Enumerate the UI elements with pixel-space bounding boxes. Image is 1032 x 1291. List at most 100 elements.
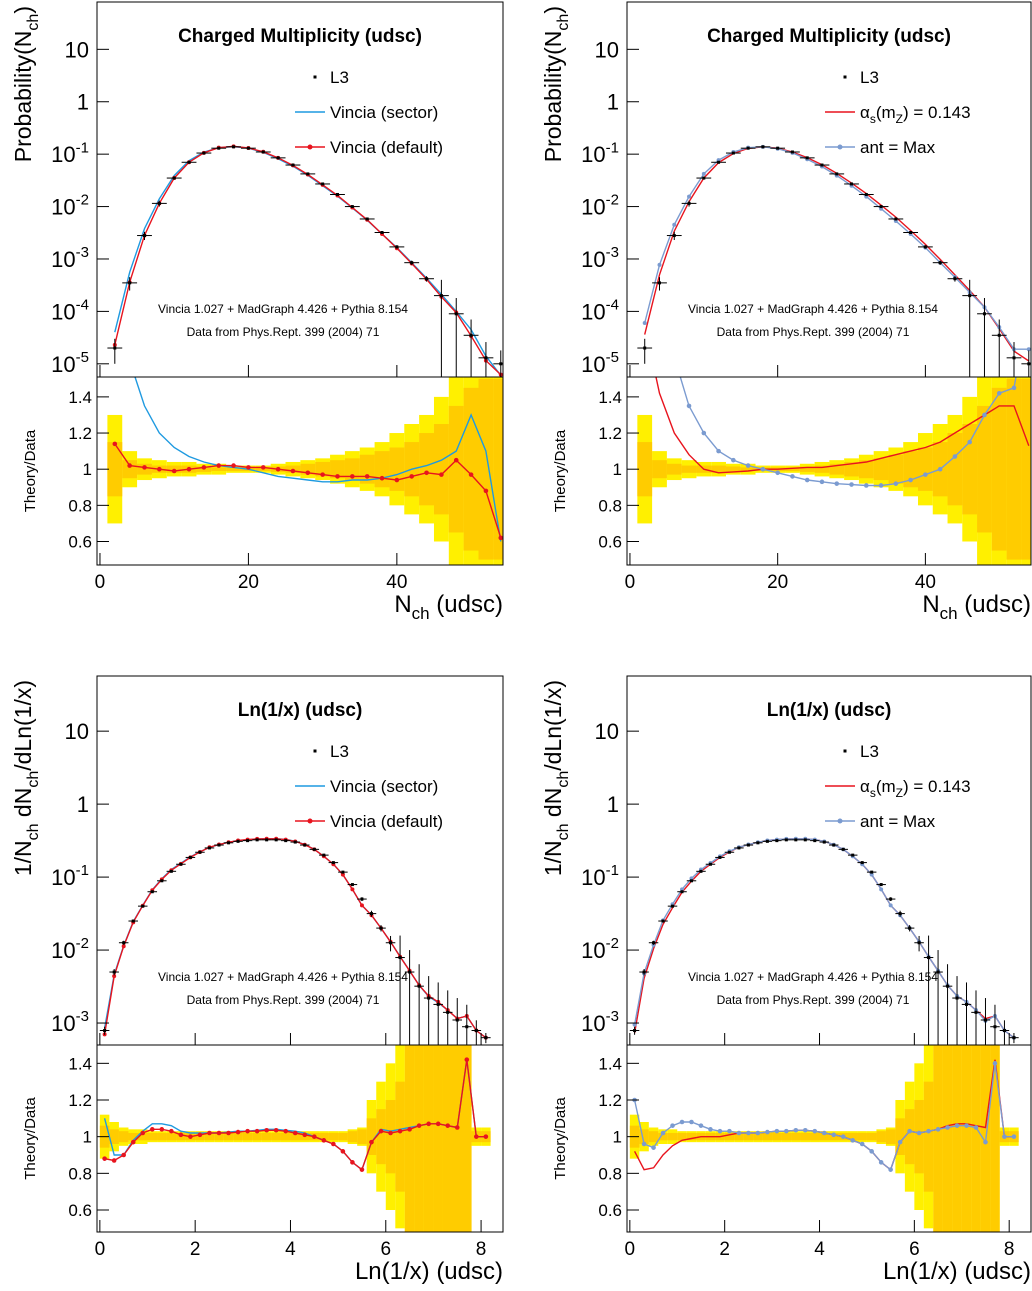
- y-tick-label: 10-5: [581, 349, 619, 377]
- data-point: [455, 1018, 459, 1022]
- ratio-marker: [908, 477, 913, 483]
- data-point: [112, 970, 116, 974]
- uncertainty-band: [376, 1109, 386, 1165]
- chart-title: Ln(1/x) (udsc): [238, 700, 363, 721]
- uncertainty-band: [423, 1045, 434, 1232]
- ratio-marker: [907, 1128, 912, 1134]
- uncertainty-band: [414, 1045, 424, 1232]
- uncertainty-band: [933, 1045, 943, 1232]
- data-point: [274, 838, 278, 842]
- uncertainty-band: [211, 467, 227, 471]
- ratio-marker: [439, 472, 444, 477]
- ratio-marker: [483, 488, 489, 494]
- ratio-marker: [1011, 1134, 1017, 1139]
- uncertainty-band: [328, 1133, 339, 1141]
- ratio-marker: [923, 472, 928, 477]
- ratio-marker: [745, 463, 751, 468]
- uncertainty-band: [233, 1133, 243, 1141]
- data-point: [369, 912, 373, 916]
- model-marker: [340, 872, 345, 877]
- ratio-marker: [641, 1141, 647, 1147]
- x-axis-title-part: N: [394, 591, 411, 618]
- data-point: [188, 855, 192, 859]
- ratio-frame: [96, 1044, 504, 1233]
- data-point: [894, 217, 898, 221]
- data-point: [953, 277, 957, 281]
- ratio-marker: [407, 1127, 412, 1132]
- data-point: [425, 277, 429, 281]
- x-axis-title: Nch (udsc): [394, 591, 503, 623]
- data-point: [484, 356, 488, 360]
- data-point: [395, 245, 399, 249]
- legend-label-part: ) = 0.143: [903, 777, 971, 796]
- uncertainty-band: [1006, 378, 1022, 560]
- y-axis-title-part: ch: [25, 771, 42, 788]
- ratio-marker: [483, 1134, 489, 1139]
- ratio-marker: [804, 477, 810, 483]
- x-tick-label: 0: [95, 572, 106, 593]
- y-tick-label: 1: [77, 90, 89, 115]
- ratio-marker: [765, 1129, 770, 1135]
- ratio-marker: [246, 465, 251, 470]
- y-tick-label-part: -1: [606, 862, 619, 879]
- x-tick-label: 0: [625, 1239, 636, 1260]
- ratio-marker: [464, 1057, 470, 1062]
- uncertainty-band: [885, 1129, 896, 1144]
- uncertainty-band: [888, 454, 904, 484]
- x-tick-label: 4: [285, 1239, 296, 1260]
- uncertainty-band: [107, 442, 123, 497]
- ratio-marker: [331, 1141, 336, 1147]
- ratio-marker: [379, 475, 385, 481]
- uncertainty-band: [1021, 378, 1031, 560]
- uncertainty-band: [637, 442, 653, 497]
- x-axis-title: Ln(1/x) (udsc): [883, 1258, 1031, 1285]
- y-tick-label: 0.8: [598, 1164, 622, 1183]
- data-point: [680, 890, 684, 894]
- uncertainty-band: [962, 424, 978, 515]
- ratio-marker: [207, 1130, 212, 1136]
- x-tick-label: 0: [95, 1239, 106, 1260]
- data-point: [643, 346, 647, 350]
- y-tick-label: 0.6: [68, 1201, 92, 1220]
- uncertainty-band: [947, 433, 963, 506]
- ratio-marker: [340, 1149, 346, 1154]
- y-tick-label-part: -3: [76, 244, 89, 261]
- uncertainty-band: [740, 467, 756, 471]
- legend-label: Vincia (default): [330, 812, 443, 831]
- ratio-marker: [416, 1123, 422, 1128]
- ratio-frame: [96, 376, 504, 566]
- ratio-marker: [397, 1128, 403, 1134]
- uncertainty-band: [462, 1045, 472, 1232]
- legend-label-part: α: [860, 777, 870, 796]
- y-axis-title: Probability(Nch): [540, 6, 572, 162]
- data-point: [122, 941, 126, 945]
- ratio-marker: [498, 535, 503, 541]
- ratio-line: [134, 377, 502, 542]
- y-axis-title: 1/Nch dNch/dLn(1/x): [10, 680, 42, 876]
- ratio-marker: [859, 1141, 865, 1147]
- y-tick-label: 10-2: [581, 935, 619, 963]
- model-marker: [657, 262, 662, 267]
- uncertainty-band: [791, 1133, 801, 1141]
- model-marker: [112, 974, 117, 979]
- data-point: [671, 904, 675, 908]
- ratio-marker: [660, 1130, 666, 1136]
- data-point: [499, 362, 503, 366]
- ratio-marker: [812, 1128, 818, 1134]
- data-point: [217, 843, 221, 847]
- data-point: [923, 245, 927, 249]
- uncertainty-band: [942, 1045, 953, 1232]
- ratio-marker: [708, 1127, 713, 1132]
- uncertainty-band: [743, 1133, 754, 1141]
- y-axis-title-part: dN: [540, 788, 566, 824]
- uncertainty-band: [300, 463, 316, 475]
- ratio-marker: [454, 1125, 460, 1130]
- data-point: [731, 151, 735, 155]
- y-tick-label: 0.8: [598, 496, 622, 515]
- legend-marker: [837, 144, 843, 150]
- uncertainty-band: [147, 1133, 158, 1141]
- data-point: [909, 231, 913, 235]
- y-tick-label-part: -2: [76, 935, 89, 952]
- uncertainty-band: [652, 460, 667, 479]
- ratio-marker: [952, 454, 958, 459]
